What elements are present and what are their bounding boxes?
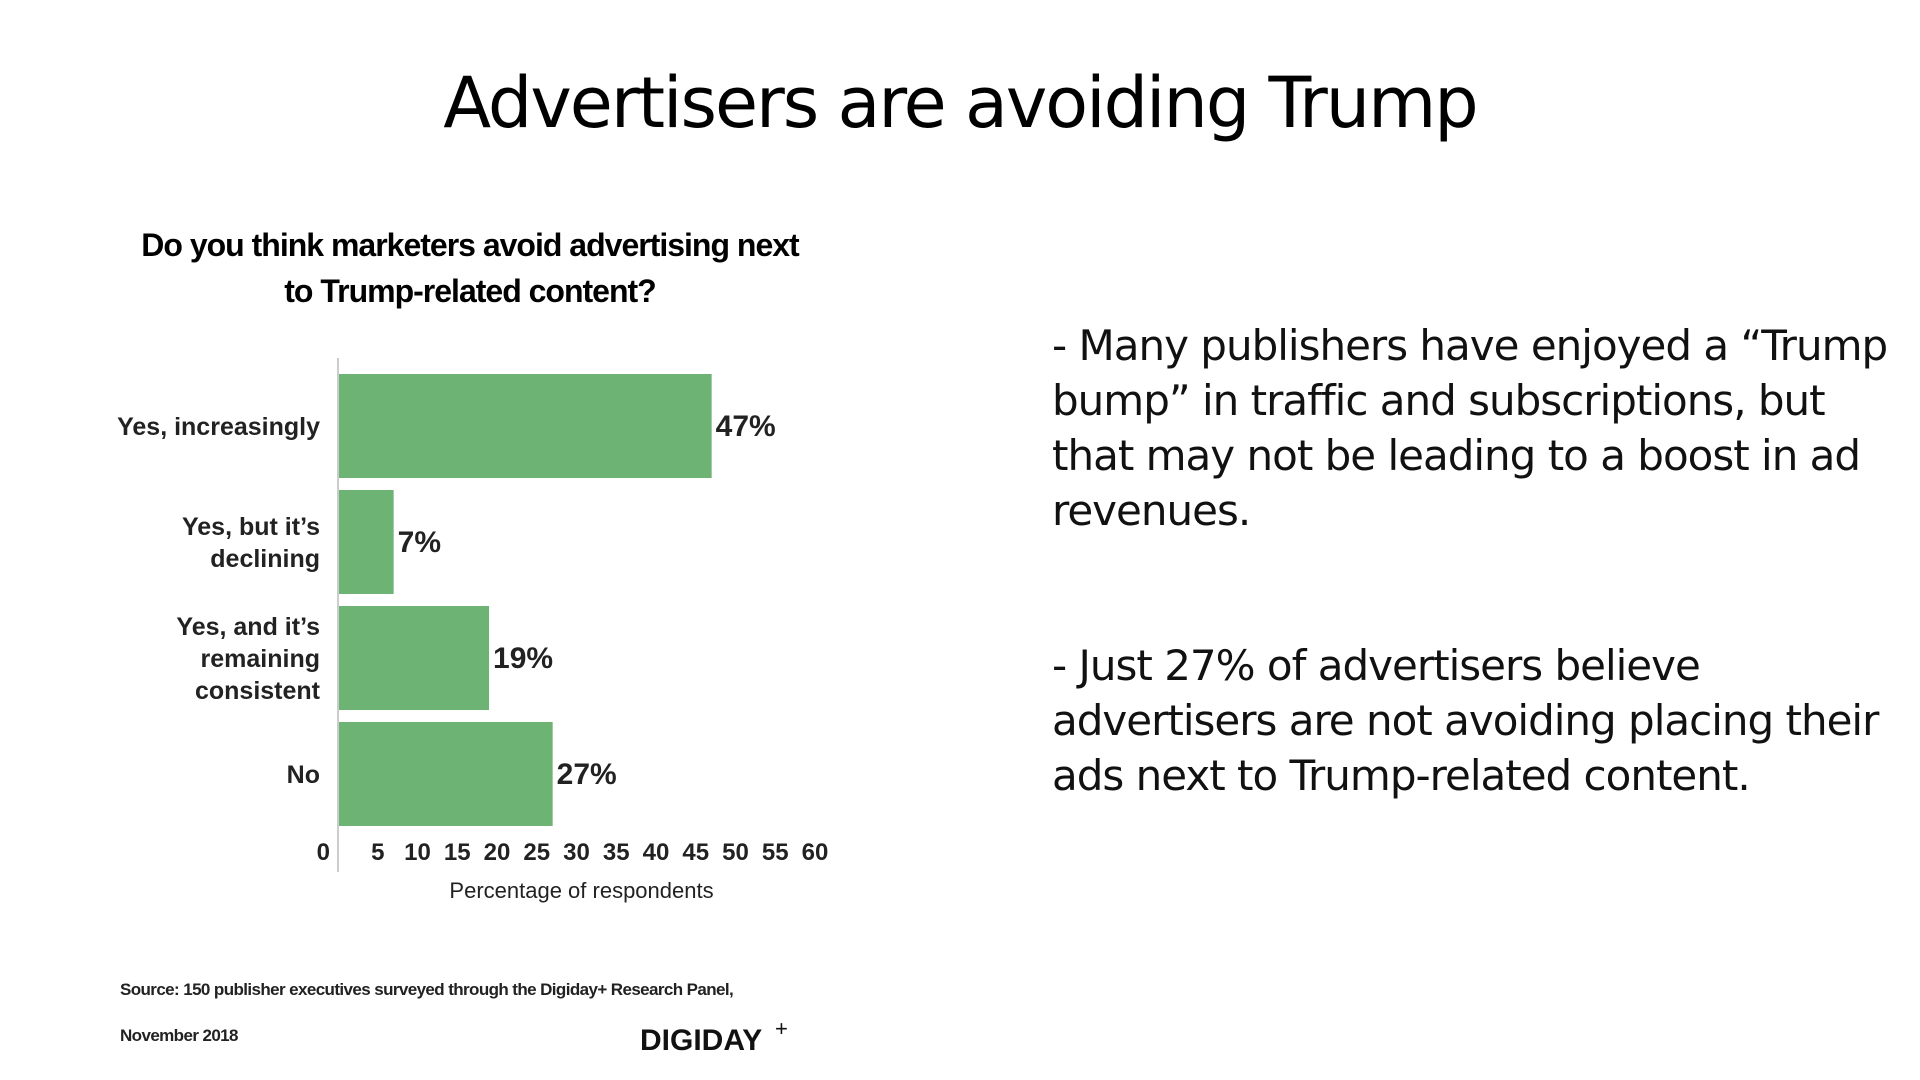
x-axis-ticks: 0 5 10 15 20 25 30 35 40 45 50 55 60 <box>317 839 829 866</box>
chart-title: Do you think marketers avoid advertising… <box>141 227 801 309</box>
category-label: remaining <box>201 645 320 673</box>
bullet-item-2: - Just 27% of advertisers believe advert… <box>1052 641 1879 800</box>
x-tick-label: 30 <box>563 839 590 866</box>
chart-title-line: to Trump-related content? <box>284 273 655 309</box>
bullet-item-1: - Many publishers have enjoyed a “Trump … <box>1052 321 1888 535</box>
slide-title: Advertisers are avoiding Trump <box>443 62 1479 144</box>
x-axis-title: Percentage of respondents <box>449 878 713 903</box>
category-label: Yes, but it’s <box>182 513 320 541</box>
category-label: declining <box>210 545 320 573</box>
bar <box>338 490 394 594</box>
x-tick-label: 20 <box>484 839 511 866</box>
category-labels: Yes, increasingly Yes, but it’s declining Y… <box>117 413 321 789</box>
x-tick-label: 50 <box>722 839 749 866</box>
chart-title-line: Do you think marketers avoid advertising… <box>141 227 800 263</box>
bar-chart: Do you think marketers avoid advertising… <box>117 227 829 903</box>
x-tick-label: 60 <box>802 839 829 866</box>
data-label: 19% <box>493 642 553 675</box>
bullet-list: - Many publishers have enjoyed a “Trump … <box>1052 318 1892 903</box>
digiday-logo: DIGIDAY <box>640 1024 763 1057</box>
data-labels: 47% 7% 19% 27% <box>398 410 776 791</box>
bar <box>338 374 712 478</box>
x-tick-label: 15 <box>444 839 471 866</box>
x-tick-label: 35 <box>603 839 630 866</box>
x-tick-label: 0 <box>317 839 330 866</box>
category-label: consistent <box>195 677 321 705</box>
data-label: 7% <box>398 526 441 559</box>
data-label: 47% <box>716 410 776 443</box>
x-tick-label: 10 <box>404 839 431 866</box>
category-label: Yes, and it’s <box>176 613 320 641</box>
x-tick-label: 25 <box>523 839 550 866</box>
source-note: Source: 150 publisher executives surveye… <box>120 980 734 999</box>
digiday-plus-mark: + <box>775 1016 788 1041</box>
source-date: November 2018 <box>120 1026 238 1045</box>
x-tick-label: 40 <box>643 839 670 866</box>
x-tick-label: 45 <box>682 839 709 866</box>
category-label: No <box>287 761 320 789</box>
x-tick-label: 55 <box>762 839 789 866</box>
data-label: 27% <box>557 758 617 791</box>
category-label: Yes, increasingly <box>117 413 320 441</box>
bar <box>338 606 490 710</box>
bar <box>338 722 553 826</box>
x-tick-label: 5 <box>371 839 384 866</box>
bars <box>338 374 712 826</box>
